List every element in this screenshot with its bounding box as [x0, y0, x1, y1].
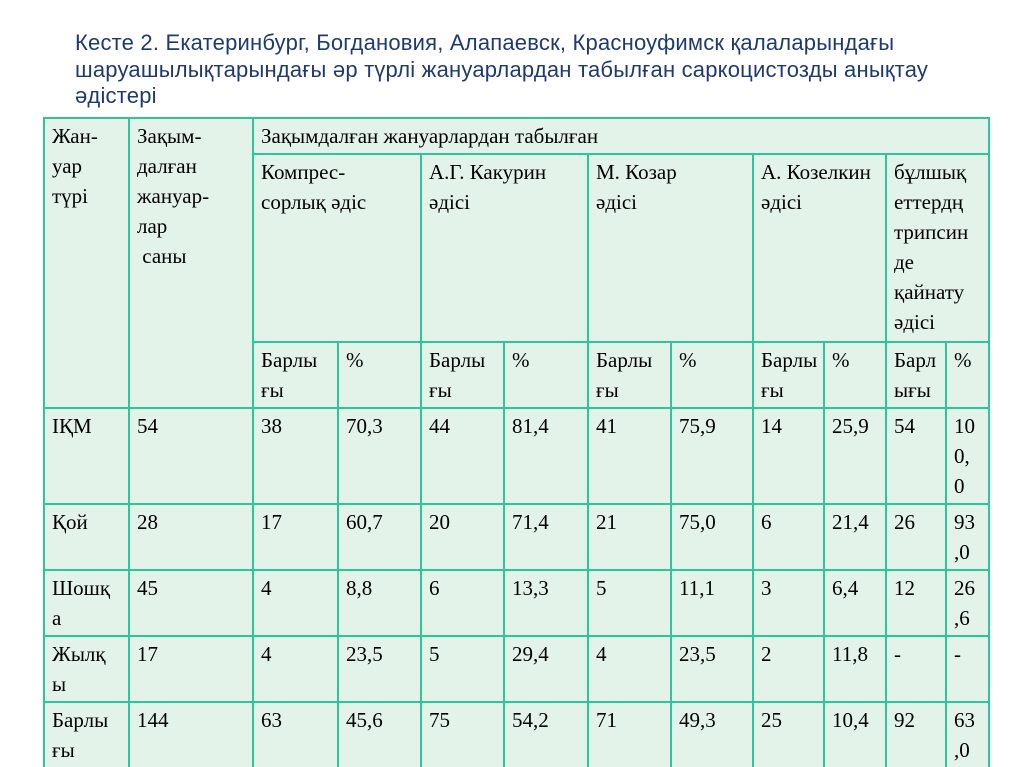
table-cell: 75,0 [670, 503, 754, 571]
table-cell: 38 [252, 407, 339, 505]
header-group-found: Зақымдалған жануарлардан табылған [252, 117, 990, 155]
table-cell: 28 [128, 503, 254, 571]
header-row-methods: Компрес- сорлық әдіс А.Г. Какурин әдісі … [44, 153, 990, 343]
table-cell: 17 [128, 635, 254, 703]
subheader-percent: % [337, 341, 422, 409]
table-cell: 11,8 [823, 635, 887, 703]
table-cell: 93 ,0 [945, 503, 990, 571]
subheader-total: Барлы ғы [587, 341, 672, 409]
table-cell: 44 [420, 407, 505, 505]
table-cell: 10,4 [823, 701, 887, 767]
table-cell: 4 [252, 569, 339, 637]
table-cell: 54 [885, 407, 947, 505]
table-cell: 12 [885, 569, 947, 637]
table-cell: 3 [752, 569, 825, 637]
header-method-kakurin: А.Г. Какурин әдісі [420, 153, 589, 343]
table-cell: 11,1 [670, 569, 754, 637]
table-cell: 70,3 [337, 407, 422, 505]
subheader-total: Барлы ғы [752, 341, 825, 409]
header-method-trypsin: бұлшық еттердң трипсин де қайнату әдісі [885, 153, 990, 343]
row-label: Барлы ғы [43, 701, 130, 767]
header-row-group: Жан- уар түрі Зақым- далған жануар- лар … [43, 117, 990, 409]
subheader-percent: % [503, 341, 589, 409]
row-label: Қой [43, 503, 130, 571]
subheader-percent: % [670, 341, 754, 409]
slide-title: Кесте 2. Екатеринбург, Богдановия, Алапа… [75, 30, 929, 108]
table-cell: 144 [128, 701, 254, 767]
table-cell: 26 [885, 503, 947, 571]
table-cell: 26 ,6 [945, 569, 990, 637]
header-affected-count: Зақым- далған жануар- лар саны [128, 117, 254, 409]
header-method-kozelkin: А. Козелкин әдісі [752, 153, 887, 343]
table-row-ikm: ІҚМ 54 38 70,3 44 81,4 41 75,9 14 25,9 5… [43, 407, 990, 505]
table-cell: 13,3 [503, 569, 589, 637]
header-animal-type: Жан- уар түрі [43, 117, 130, 409]
row-label: Жылқ ы [43, 635, 130, 703]
table-cell: 17 [252, 503, 339, 571]
subheader-percent: % [945, 341, 990, 409]
header-method-kozar: М. Козар әдісі [587, 153, 754, 343]
table-cell: 71,4 [503, 503, 589, 571]
table-cell: 71 [587, 701, 672, 767]
table-cell: - [945, 635, 990, 703]
table-cell: 21,4 [823, 503, 887, 571]
table-cell: 4 [252, 635, 339, 703]
table-cell: 21 [587, 503, 672, 571]
table-cell: 14 [752, 407, 825, 505]
table-row-zhylky: Жылқ ы 17 4 23,5 5 29,4 4 23,5 2 11,8 - … [43, 635, 990, 703]
header-method-compressor: Компрес- сорлық әдіс [252, 153, 422, 343]
table-cell: 5 [420, 635, 505, 703]
table-cell: 81,4 [503, 407, 589, 505]
row-label: Шошқ а [43, 569, 130, 637]
table-cell: 20 [420, 503, 505, 571]
table-cell: 45 [128, 569, 254, 637]
table-cell: 2 [752, 635, 825, 703]
table-cell: 54 [128, 407, 254, 505]
table-cell: 41 [587, 407, 672, 505]
table-row-total: Барлы ғы 144 63 45,6 75 54,2 71 49,3 25 … [43, 701, 990, 767]
table-cell: 6 [752, 503, 825, 571]
table-cell: 75,9 [670, 407, 754, 505]
table-cell: 6,4 [823, 569, 887, 637]
table-cell: 29,4 [503, 635, 589, 703]
subheader-percent: % [823, 341, 887, 409]
table-cell: 45,6 [337, 701, 422, 767]
table-row-koy: Қой 28 17 60,7 20 71,4 21 75,0 6 21,4 26… [43, 503, 990, 571]
table-row-shoshka: Шошқ а 45 4 8,8 6 13,3 5 11,1 3 6,4 12 2… [43, 569, 990, 637]
table-cell: 23,5 [670, 635, 754, 703]
subheader-total: Барлы ғы [420, 341, 505, 409]
table-cell: 54,2 [503, 701, 589, 767]
table-cell: 8,8 [337, 569, 422, 637]
sarcocystosis-table: Жан- уар түрі Зақым- далған жануар- лар … [43, 117, 990, 767]
subheader-total: Барл ығы [885, 341, 947, 409]
table-cell: 92 [885, 701, 947, 767]
table-cell: - [885, 635, 947, 703]
table-cell: 6 [420, 569, 505, 637]
table-cell: 75 [420, 701, 505, 767]
table-cell: 25 [752, 701, 825, 767]
header-row-subheaders: Барлы ғы % Барлы ғы % Барлы ғы % Барлы ғ… [44, 341, 990, 409]
table-cell: 5 [587, 569, 672, 637]
table-cell: 63 [252, 701, 339, 767]
table-cell: 4 [587, 635, 672, 703]
row-label: ІҚМ [43, 407, 130, 505]
table-cell: 23,5 [337, 635, 422, 703]
table-cell: 63 ,0 [945, 701, 990, 767]
table-cell: 25,9 [823, 407, 887, 505]
table-cell: 49,3 [670, 701, 754, 767]
subheader-total: Барлы ғы [252, 341, 339, 409]
table-cell: 60,7 [337, 503, 422, 571]
table-cell: 10 0, 0 [945, 407, 990, 505]
